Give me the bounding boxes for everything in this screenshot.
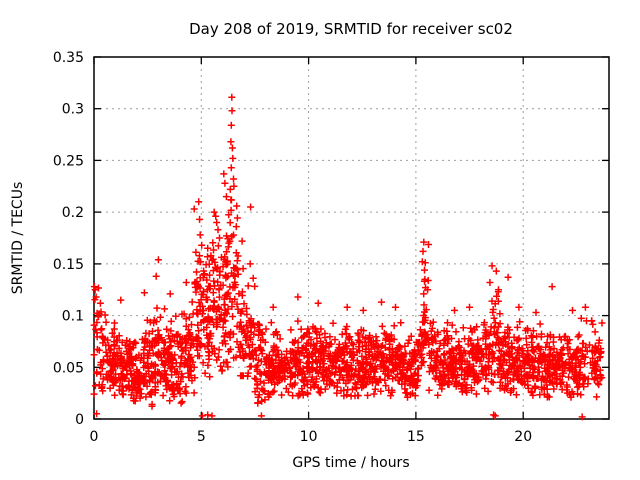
x-tick-label: 0 bbox=[90, 429, 99, 445]
y-tick-label: 0.25 bbox=[53, 153, 84, 169]
y-axis-label: SRMTID / TECUs bbox=[10, 182, 26, 295]
axis-ticks bbox=[93, 56, 609, 420]
y-tick-label: 0.2 bbox=[62, 205, 84, 221]
x-tick-label: 20 bbox=[514, 429, 532, 445]
scatter-points bbox=[90, 93, 606, 421]
y-tick-label: 0.15 bbox=[53, 257, 84, 273]
y-tick-label: 0 bbox=[75, 412, 84, 428]
x-tick-label: 10 bbox=[300, 429, 318, 445]
data-point-markers bbox=[90, 93, 606, 421]
y-tick-label: 0.3 bbox=[62, 102, 84, 118]
plot-border bbox=[93, 56, 610, 420]
y-tick-label: 0.35 bbox=[53, 50, 84, 66]
y-tick-label: 0.1 bbox=[62, 309, 84, 325]
chart-title: Day 208 of 2019, SRMTID for receiver sc0… bbox=[189, 20, 513, 38]
tick-labels: 0 5 10 15 20 0 0.05 0.1 0.15 0.2 0.25 0.3 0.35 bbox=[53, 50, 532, 445]
x-axis-label: GPS time / hours bbox=[292, 455, 409, 471]
x-tick-label: 15 bbox=[407, 429, 425, 445]
x-tick-label: 5 bbox=[197, 429, 206, 445]
y-tick-label: 0.05 bbox=[53, 360, 84, 376]
